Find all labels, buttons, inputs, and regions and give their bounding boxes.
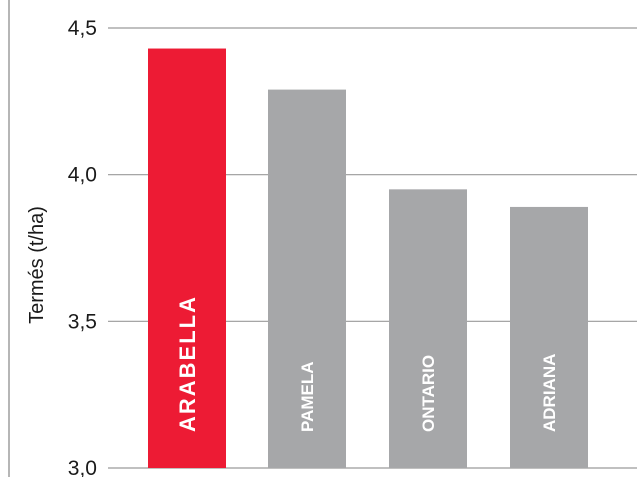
- y-axis-label: Termés (t/ha): [26, 206, 48, 324]
- bar-arabella: [148, 48, 226, 469]
- bar-adriana: [510, 206, 588, 468]
- bar-label-pamela: PAMELA: [298, 361, 317, 432]
- bar-label-arabella: ARABELLA: [175, 295, 200, 432]
- y-tick-label: 3,0: [68, 457, 97, 477]
- y-tick-label: 4,0: [68, 164, 97, 187]
- y-tick-label: 4,5: [68, 17, 97, 40]
- bars: ARABELLA PAMELA ONTARIO ADRIANA: [148, 48, 588, 469]
- bar-label-adriana: ADRIANA: [540, 354, 559, 432]
- bar-ontario: [389, 189, 467, 469]
- bar-label-ontario: ONTARIO: [419, 355, 438, 432]
- y-tick-label: 3,5: [68, 310, 97, 333]
- bar-pamela: [268, 89, 346, 468]
- y-tick-labels: 3,0 3,5 4,0 4,5: [68, 17, 97, 477]
